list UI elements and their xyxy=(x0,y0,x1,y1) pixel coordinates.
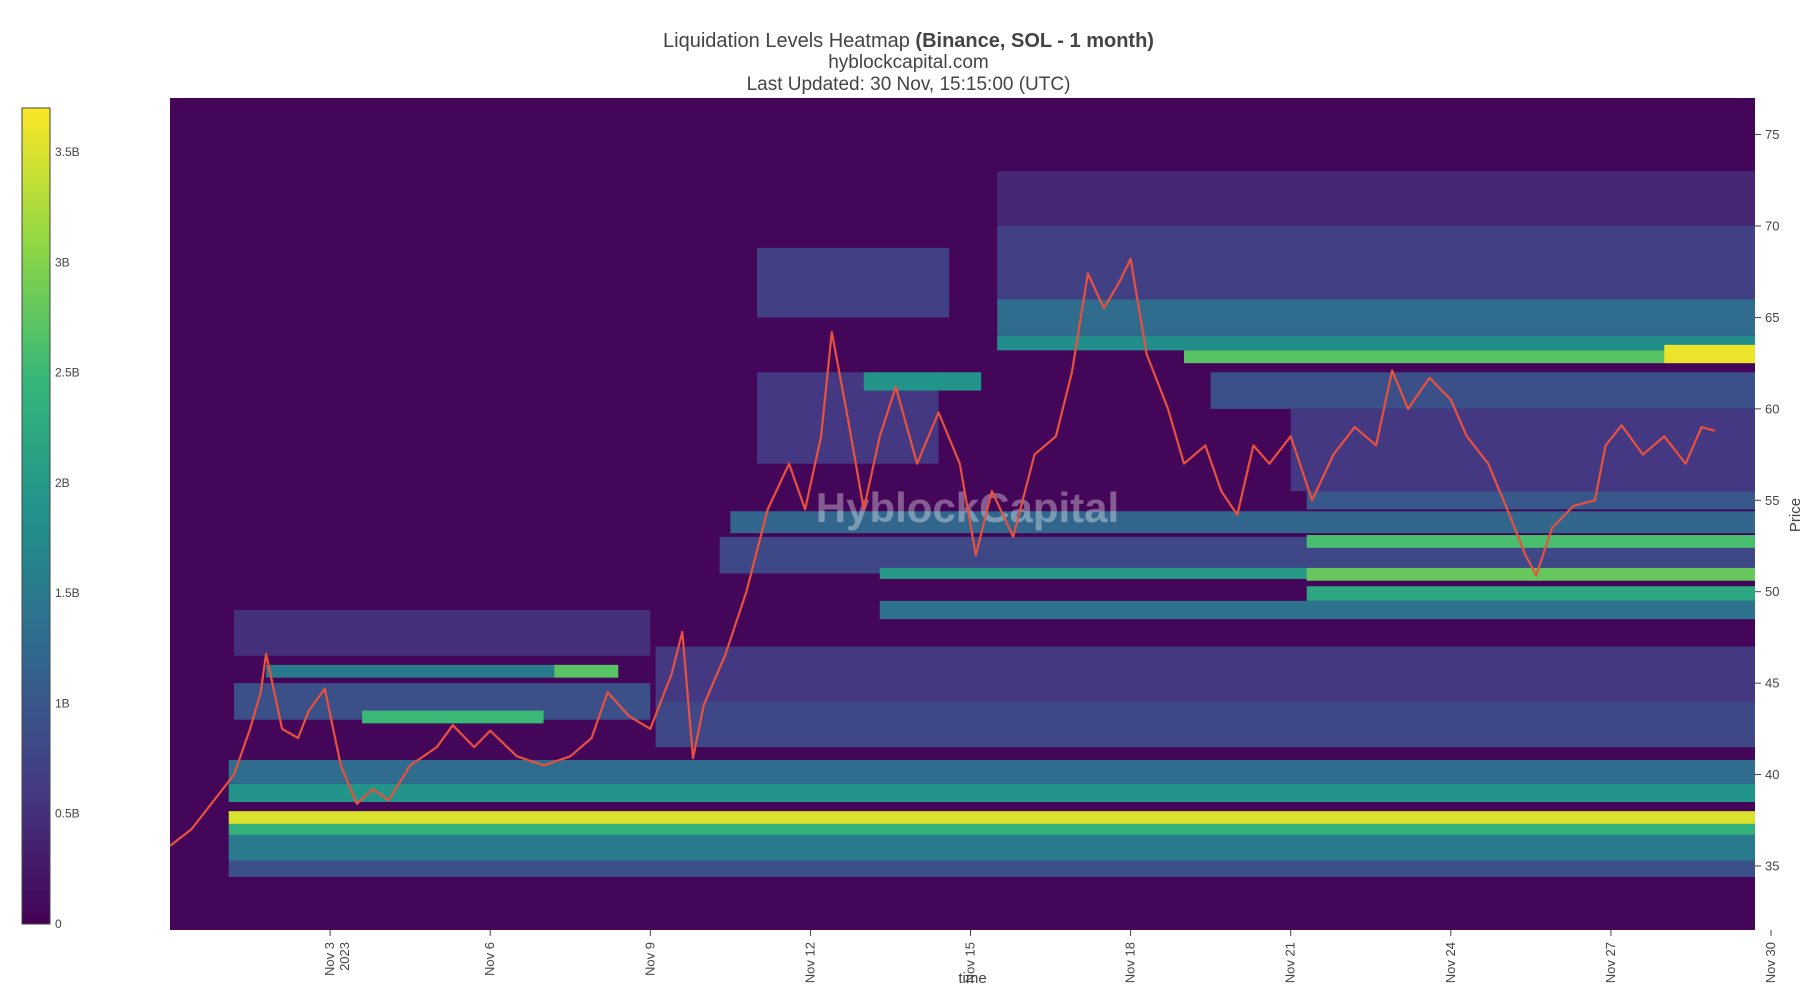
heatmap-band-5 xyxy=(228,759,1755,784)
colorbar-tick-label-1: 0.5B xyxy=(55,807,80,821)
y-tick-label-40: 40 xyxy=(1765,767,1779,782)
heatmap-band-17 xyxy=(1306,567,1755,581)
x-tick-label-7: Nov 24 xyxy=(1443,942,1458,983)
chart-site: hyblockcapital.com xyxy=(828,52,989,73)
chart-title-block: Liquidation Levels Heatmap (Binance, SOL… xyxy=(0,30,1817,96)
heatmap-band-3 xyxy=(228,860,1755,877)
heatmap-band-25 xyxy=(1664,344,1755,364)
x-tick-label-0: Nov 3 xyxy=(322,942,337,976)
heatmap-band-1 xyxy=(228,823,1755,835)
heatmap-band-30 xyxy=(863,372,982,391)
y-tick-label-45: 45 xyxy=(1765,676,1779,691)
heatmap-band-2 xyxy=(228,834,1755,861)
heatmap-band-29 xyxy=(1210,372,1755,409)
colorbar-scale xyxy=(21,107,51,925)
heatmap-band-24 xyxy=(1183,350,1755,364)
y-axis: 35 40 45 50 55 60 65 70 75 xyxy=(1755,127,1779,874)
chart-updated: Last Updated: 30 Nov, 15:15:00 (UTC) xyxy=(746,74,1071,95)
price-line xyxy=(170,257,1716,847)
x-tick-label-4: Nov 15 xyxy=(963,942,978,983)
heatmap-bands xyxy=(228,171,1755,877)
heatmap-band-28 xyxy=(997,171,1755,226)
heatmap-band-23 xyxy=(997,335,1755,351)
colorbar: 0 0.5B 1B 1.5B 2B 2.5B 3B 3.5B xyxy=(21,107,80,931)
y-tick-label-75: 75 xyxy=(1765,127,1779,142)
heatmap-band-21 xyxy=(1306,535,1755,548)
heatmap-band-6 xyxy=(655,701,1755,748)
colorbar-tick-label-6: 3B xyxy=(55,255,70,269)
x-tick-label-8: Nov 27 xyxy=(1603,942,1618,983)
x-tick-label-9: Nov 30 xyxy=(1763,942,1778,983)
chart-title-bold: (Binance, SOL - 1 month) xyxy=(915,30,1154,52)
heatmap-band-12 xyxy=(234,610,651,656)
heatmap-band-18 xyxy=(1306,586,1755,601)
x-tick-label-6: Nov 21 xyxy=(1283,942,1298,983)
colorbar-tick-label-0: 0 xyxy=(55,917,62,931)
heatmap-band-4 xyxy=(228,783,1755,802)
heatmap-band-11 xyxy=(362,710,544,724)
colorbar-tick-label-2: 1B xyxy=(55,696,70,710)
heatmap-band-0 xyxy=(228,811,1755,824)
heatmap-band-14 xyxy=(757,247,950,318)
chart-title: Liquidation Levels Heatmap (Binance, SOL… xyxy=(0,30,1817,52)
y-tick-label-35: 35 xyxy=(1765,859,1779,874)
heatmap-band-26 xyxy=(997,299,1755,336)
y-tick-label-50: 50 xyxy=(1765,584,1779,599)
x-axis: Nov 3 2023 Nov 6 Nov 9 Nov 12 Nov 15 Nov 18 Nov… xyxy=(322,930,1778,983)
heatmap-band-27 xyxy=(997,226,1755,300)
x-tick-label-5: Nov 18 xyxy=(1123,942,1138,983)
heatmap-band-31 xyxy=(1290,408,1755,492)
heatmap-band-22 xyxy=(1306,491,1755,510)
colorbar-tick-label-5: 2.5B xyxy=(55,366,80,380)
y-axis-title: Price xyxy=(1787,498,1804,532)
y-tick-label-70: 70 xyxy=(1765,219,1779,234)
chart-title-main: Liquidation Levels Heatmap xyxy=(663,30,910,52)
colorbar-tick-label-3: 1.5B xyxy=(55,586,80,600)
price-line-group xyxy=(170,257,1716,847)
y-tick-label-60: 60 xyxy=(1765,401,1779,416)
heatmap-band-9 xyxy=(266,664,555,678)
x-tick-label-2: Nov 9 xyxy=(642,942,657,976)
y-tick-label-55: 55 xyxy=(1765,493,1779,508)
heatmap-band-10 xyxy=(554,664,619,678)
colorbar-tick-label-7: 3.5B xyxy=(55,145,80,159)
y-tick-label-65: 65 xyxy=(1765,310,1779,325)
colorbar-tick-label-4: 2B xyxy=(55,476,70,490)
x-tick-label-3: Nov 12 xyxy=(802,942,817,983)
x-tick-sublabel-0: 2023 xyxy=(337,942,352,971)
heatmap-band-19 xyxy=(879,600,1755,620)
heatmap-band-7 xyxy=(655,646,1755,702)
x-tick-label-1: Nov 6 xyxy=(482,942,497,976)
x-axis-title: time xyxy=(958,970,986,987)
